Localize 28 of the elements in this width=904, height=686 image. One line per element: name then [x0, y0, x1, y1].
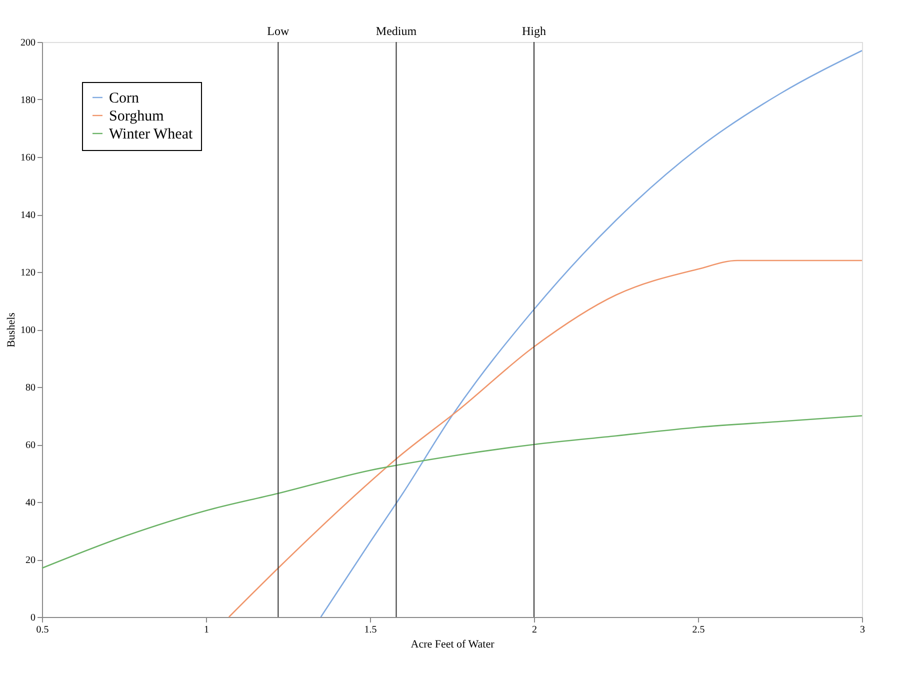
line-series	[228, 260, 863, 618]
y-tick-label: 20	[26, 555, 36, 566]
x-tick-label: 0.5	[36, 624, 49, 636]
y-tick-label: 100	[20, 325, 36, 336]
y-tick-label: 180	[20, 95, 36, 106]
y-tick-label: 80	[26, 382, 36, 394]
y-tick-label: 40	[26, 498, 36, 508]
legend-label: Corn	[109, 90, 140, 106]
legend-label: Sorghum	[109, 108, 164, 124]
x-tick-label: 2.5	[692, 624, 705, 636]
y-axis-title: Bushels	[6, 312, 18, 348]
y-tick-label: 160	[20, 152, 36, 164]
y-tick-label: 0	[30, 612, 36, 624]
line-series	[41, 415, 863, 569]
ref-line-label: Low	[267, 24, 290, 38]
x-tick-label: 2	[532, 624, 537, 636]
y-tick-label: 120	[20, 268, 36, 278]
x-tick-label: 1	[204, 624, 209, 636]
ref-line-label: Medium	[376, 24, 418, 38]
x-axis-title: Acre Feet of Water	[410, 638, 495, 650]
legend-label: Winter Wheat	[109, 126, 194, 142]
y-tick-label: 60	[26, 440, 36, 451]
x-tick-label: 3	[860, 624, 865, 636]
ref-line-label: High	[522, 24, 546, 38]
line-series	[320, 50, 863, 618]
y-tick-label: 200	[20, 38, 36, 48]
y-tick-label: 140	[20, 210, 36, 221]
x-tick-label: 1.5	[364, 624, 377, 636]
